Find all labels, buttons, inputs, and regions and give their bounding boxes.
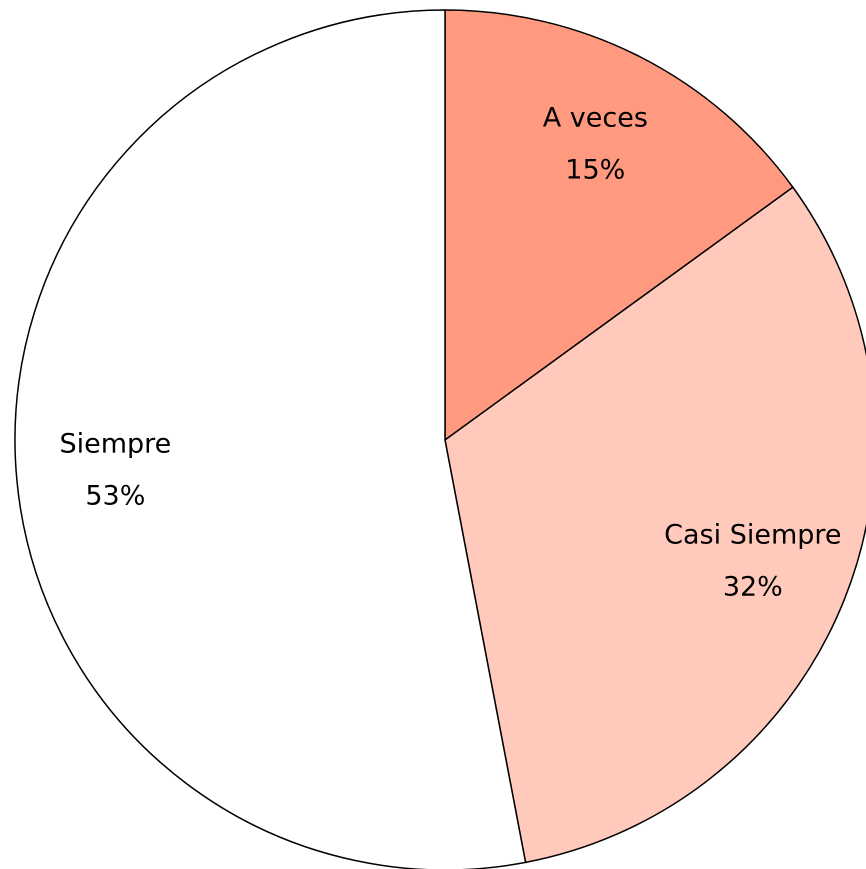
pie-slice xyxy=(14,9,527,869)
pie-slice xyxy=(444,186,866,864)
slice-label: Casi Siempre xyxy=(664,519,841,550)
slice-label: A veces xyxy=(543,102,648,133)
slice-value-label: 53% xyxy=(85,481,145,512)
slice-value-label: 15% xyxy=(565,154,625,185)
pie-slice xyxy=(444,9,794,442)
slice-label: Siempre xyxy=(59,429,171,460)
slice-value-label: 32% xyxy=(723,571,783,602)
